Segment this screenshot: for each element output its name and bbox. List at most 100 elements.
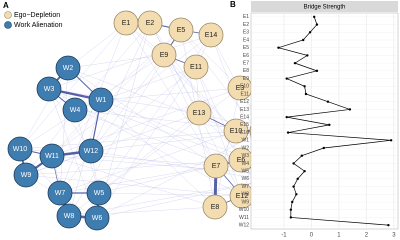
point bbox=[304, 92, 308, 96]
y-tick-label: E5 bbox=[243, 45, 249, 51]
y-tick-label: E14 bbox=[240, 114, 249, 120]
node-label: E12 bbox=[236, 193, 249, 200]
y-tick-label: E15 bbox=[240, 122, 249, 128]
edge bbox=[100, 87, 241, 101]
node bbox=[198, 22, 224, 48]
node-label: E11 bbox=[190, 64, 202, 71]
node bbox=[151, 42, 177, 68]
point bbox=[303, 85, 306, 88]
edge bbox=[98, 112, 200, 194]
point bbox=[300, 154, 304, 157]
point bbox=[292, 185, 295, 188]
edge bbox=[51, 155, 216, 208]
x-tick-label: 0 bbox=[310, 233, 314, 239]
y-tick-label: W11 bbox=[239, 215, 249, 221]
node-label: E13 bbox=[193, 110, 206, 117]
point bbox=[326, 100, 330, 103]
edge bbox=[25, 109, 76, 176]
point bbox=[303, 169, 306, 173]
node bbox=[13, 162, 39, 188]
edge bbox=[98, 192, 243, 197]
node-label: W10 bbox=[13, 146, 28, 153]
edge bbox=[48, 34, 212, 90]
edge bbox=[19, 22, 127, 150]
node bbox=[86, 180, 112, 206]
legend-label: Ego−Depletion bbox=[14, 12, 60, 19]
y-tick-label: W10 bbox=[239, 207, 250, 213]
edge bbox=[19, 67, 69, 150]
node-label: E5 bbox=[177, 27, 186, 34]
node bbox=[223, 118, 249, 144]
y-tick-label: E10 bbox=[240, 84, 249, 90]
y-tick-label: W2 bbox=[242, 145, 250, 151]
edge bbox=[195, 66, 242, 161]
point bbox=[293, 61, 297, 65]
point bbox=[308, 31, 312, 34]
y-tick-label: E6 bbox=[243, 53, 249, 59]
node-label: E9 bbox=[160, 52, 169, 59]
edge bbox=[180, 29, 241, 89]
y-tick-label: W1 bbox=[242, 138, 250, 144]
line bbox=[277, 16, 392, 226]
point bbox=[348, 108, 352, 111]
node bbox=[202, 194, 228, 220]
y-tick-label: E2 bbox=[243, 22, 249, 28]
node-label: W7 bbox=[55, 190, 66, 197]
node-label: W4 bbox=[70, 107, 81, 114]
y-tick-label: W5 bbox=[242, 168, 250, 174]
node bbox=[84, 205, 110, 231]
y-tick-label: W12 bbox=[239, 222, 250, 228]
y-tick-label: E9 bbox=[243, 76, 249, 82]
point bbox=[295, 193, 298, 196]
point bbox=[285, 115, 288, 119]
node bbox=[55, 55, 81, 81]
edge bbox=[51, 99, 102, 157]
node bbox=[47, 180, 73, 206]
node-label: E6 bbox=[237, 157, 246, 164]
point bbox=[387, 223, 390, 227]
node-label: E10 bbox=[230, 128, 243, 135]
node bbox=[36, 76, 62, 102]
y-tick-label: E7 bbox=[243, 60, 249, 66]
edge bbox=[74, 22, 151, 111]
point bbox=[296, 177, 299, 181]
node bbox=[88, 87, 114, 113]
node-label: W3 bbox=[44, 86, 55, 93]
legend-label: Work Alienation bbox=[14, 22, 63, 29]
chart-title: Bridge Strength bbox=[304, 5, 346, 11]
point bbox=[312, 15, 316, 19]
point bbox=[302, 38, 305, 42]
y-tick-label: W6 bbox=[242, 176, 250, 182]
point bbox=[315, 23, 319, 26]
node-label: W2 bbox=[63, 65, 74, 72]
point bbox=[389, 139, 393, 142]
point bbox=[286, 131, 290, 134]
y-tick-label: E12 bbox=[240, 99, 249, 105]
node bbox=[7, 136, 33, 162]
panel-label: A bbox=[3, 1, 9, 10]
node-label: W1 bbox=[96, 97, 107, 104]
y-tick-label: E13 bbox=[240, 107, 249, 113]
node bbox=[62, 97, 88, 123]
node-label: W12 bbox=[84, 148, 99, 155]
node bbox=[137, 10, 163, 36]
point bbox=[291, 200, 294, 204]
node-label: E3 bbox=[236, 85, 245, 92]
node-label: E14 bbox=[205, 32, 218, 39]
x-tick-label: 3 bbox=[392, 233, 396, 239]
line-panel: B Bridge Strength -1 0 1 2 3E1E2E3E4E5E6E7E8… bbox=[230, 0, 399, 239]
edge bbox=[125, 22, 237, 132]
node-label: W6 bbox=[92, 215, 103, 222]
point bbox=[306, 54, 309, 57]
y-tick-label: E3 bbox=[243, 30, 249, 36]
edge bbox=[90, 66, 197, 152]
x-tick-label: -1 bbox=[281, 233, 287, 239]
node bbox=[39, 143, 65, 169]
plot-area bbox=[250, 12, 399, 230]
edge bbox=[214, 87, 241, 208]
node-label: W9 bbox=[21, 172, 32, 179]
node bbox=[168, 17, 194, 43]
edge bbox=[25, 174, 243, 197]
x-tick-label: 2 bbox=[365, 233, 369, 239]
